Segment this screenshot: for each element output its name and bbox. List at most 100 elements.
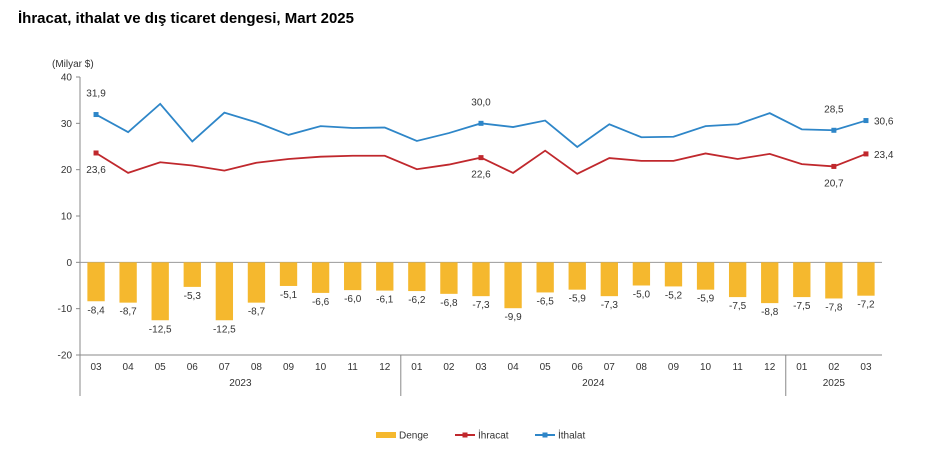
bar-value-label: -5,1 xyxy=(280,290,298,301)
bar-value-label: -12,5 xyxy=(149,324,172,335)
x-tick-label: 09 xyxy=(283,362,295,373)
bar-value-label: -8,4 xyxy=(87,305,105,316)
bar-denge xyxy=(600,262,618,297)
x-tick-label: 07 xyxy=(219,362,231,373)
bar-denge xyxy=(761,262,779,304)
legend-marker-ihracat xyxy=(462,432,468,438)
bar-value-label: -6,0 xyxy=(344,294,362,305)
line-value-label-ihracat: 23,4 xyxy=(874,150,894,161)
x-tick-label: 08 xyxy=(636,362,648,373)
bar-value-label: -7,3 xyxy=(472,300,490,311)
bar-value-label: -6,2 xyxy=(408,295,426,306)
line-value-label-ithalat: 30,6 xyxy=(874,117,894,128)
bar-denge xyxy=(825,262,843,299)
x-tick-label: 10 xyxy=(315,362,327,373)
marker-ithalat xyxy=(93,112,99,118)
bar-denge xyxy=(183,262,201,287)
y-tick-label: 20 xyxy=(61,165,73,176)
bar-denge xyxy=(87,262,105,302)
chart-title: İhracat, ithalat ve dış ticaret dengesi,… xyxy=(18,10,354,27)
marker-ithalat xyxy=(831,127,837,133)
bar-denge xyxy=(440,262,458,294)
bar-value-label: -8,7 xyxy=(248,307,266,318)
year-label: 2023 xyxy=(229,378,252,389)
bar-value-label: -5,3 xyxy=(184,291,202,302)
x-tick-label: 08 xyxy=(251,362,263,373)
line-value-label-ithalat: 28,5 xyxy=(824,104,844,115)
x-tick-label: 12 xyxy=(379,362,391,373)
marker-ihracat xyxy=(478,155,484,161)
bar-denge xyxy=(857,262,875,296)
bar-value-label: -9,9 xyxy=(504,312,522,323)
x-tick-label: 10 xyxy=(700,362,712,373)
marker-ihracat xyxy=(831,163,837,169)
bar-value-label: -6,5 xyxy=(537,296,555,307)
bar-denge xyxy=(728,262,747,298)
legend-label-denge: Denge xyxy=(399,431,429,442)
bar-denge xyxy=(311,262,330,293)
bar-value-label: -6,1 xyxy=(376,295,394,306)
year-label: 2025 xyxy=(823,378,846,389)
x-tick-label: 01 xyxy=(796,362,808,373)
x-tick-label: 06 xyxy=(187,362,199,373)
x-tick-label: 11 xyxy=(347,362,358,373)
bar-value-label: -7,5 xyxy=(729,301,747,312)
y-unit-label: (Milyar $) xyxy=(52,59,94,70)
bar-value-label: -5,9 xyxy=(697,294,715,305)
line-value-label-ithalat: 31,9 xyxy=(86,89,106,100)
series-lines xyxy=(93,102,869,175)
bar-value-label: -6,6 xyxy=(312,297,330,308)
bar-value-label: -5,0 xyxy=(633,290,651,301)
legend-swatch-denge xyxy=(376,432,396,438)
bar-denge xyxy=(279,262,298,286)
bar-value-label: -6,8 xyxy=(440,298,458,309)
bar-value-label: -7,3 xyxy=(601,300,619,311)
bar-denge xyxy=(536,262,554,293)
x-tick-label: 04 xyxy=(508,362,520,373)
x-tick-label: 03 xyxy=(475,362,487,373)
x-tick-label: 11 xyxy=(732,362,743,373)
y-tick-label: 10 xyxy=(61,212,73,223)
marker-ihracat xyxy=(93,150,99,156)
bar-denge xyxy=(119,262,137,303)
marker-ithalat xyxy=(478,120,484,126)
bar-value-label: -8,8 xyxy=(761,307,779,318)
x-tick-label: 03 xyxy=(860,362,872,373)
legend-label-ithalat: İthalat xyxy=(558,429,585,442)
x-tick-label: 05 xyxy=(540,362,552,373)
bar-denge xyxy=(664,262,683,287)
bar-value-label: -12,5 xyxy=(213,324,236,335)
x-tick-label: 07 xyxy=(604,362,616,373)
bar-denge xyxy=(376,262,394,291)
x-tick-label: 05 xyxy=(155,362,167,373)
bar-denge xyxy=(793,262,811,298)
legend-marker-ithalat xyxy=(542,432,548,438)
x-tick-label: 01 xyxy=(411,362,423,373)
x-tick-label: 04 xyxy=(123,362,135,373)
y-tick-label: 40 xyxy=(61,73,73,84)
bar-value-label: -7,2 xyxy=(857,300,875,311)
data-labels: -8,4 -8,7 -12,5 -5,3 -12,5 -8,7 -5,1 -6,6 -6,0 -6… xyxy=(86,89,894,336)
bar-denge xyxy=(632,262,651,286)
line-value-label-ihracat: 20,7 xyxy=(824,178,844,189)
y-tick-label: -20 xyxy=(58,351,73,362)
year-label: 2024 xyxy=(582,378,605,389)
bar-denge xyxy=(568,262,586,290)
x-tick-label: 03 xyxy=(90,362,102,373)
y-tick-label: -10 xyxy=(58,304,73,315)
bar-value-label: -7,8 xyxy=(825,302,843,313)
x-tick-label: 02 xyxy=(443,362,455,373)
x-tick-label: 12 xyxy=(764,362,776,373)
bar-value-label: -5,9 xyxy=(569,294,587,305)
y-tick-label: 0 xyxy=(66,258,72,269)
bar-value-label: -7,5 xyxy=(793,301,811,312)
x-tick-label: 02 xyxy=(828,362,840,373)
bar-denge xyxy=(247,262,266,303)
marker-ihracat xyxy=(863,151,869,157)
bar-denge xyxy=(215,262,234,321)
bar-denge xyxy=(504,262,522,309)
bar-value-label: -8,7 xyxy=(120,307,138,318)
bar-denge xyxy=(344,262,362,291)
